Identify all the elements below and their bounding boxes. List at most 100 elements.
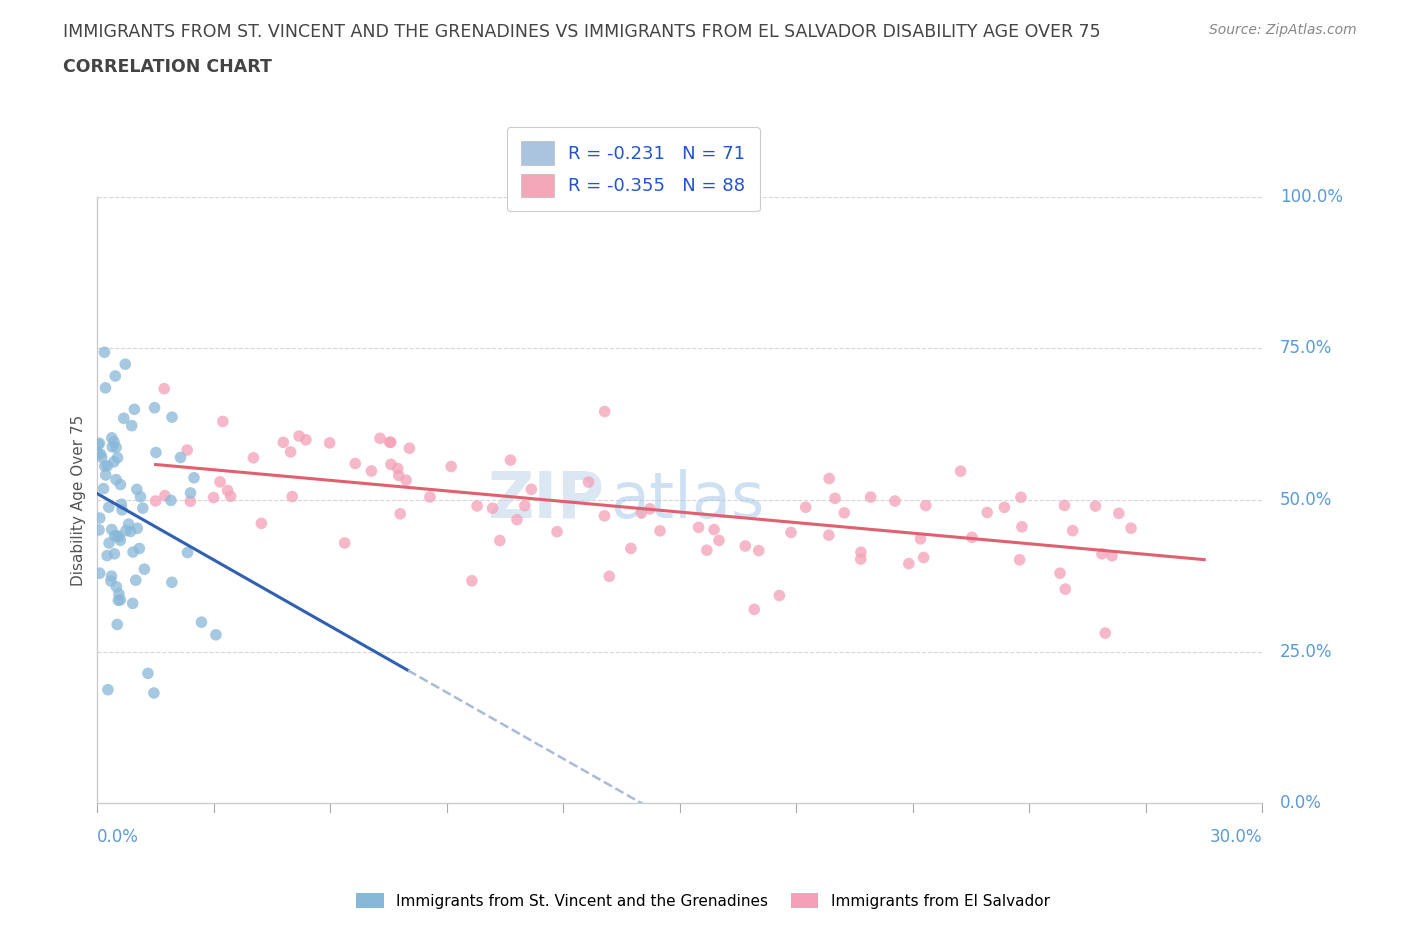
Point <box>897 556 920 571</box>
Point <box>89 565 111 580</box>
Point <box>546 525 568 539</box>
Point <box>513 498 536 513</box>
Point <box>105 617 128 631</box>
Point <box>89 446 111 461</box>
Point <box>87 523 110 538</box>
Point <box>112 411 135 426</box>
Point <box>499 453 522 468</box>
Point <box>108 529 131 544</box>
Text: 50.0%: 50.0% <box>1279 491 1333 509</box>
Point <box>121 596 143 611</box>
Point <box>380 434 402 449</box>
Point <box>368 431 391 445</box>
Point <box>488 533 510 548</box>
Point <box>108 587 131 602</box>
Point <box>333 536 356 551</box>
Point <box>217 483 239 498</box>
Point <box>849 545 872 560</box>
Point <box>104 368 127 383</box>
Point <box>638 501 661 516</box>
Point <box>176 545 198 560</box>
Point <box>1049 565 1071 580</box>
Point <box>111 502 134 517</box>
Point <box>101 431 124 445</box>
Point <box>105 579 128 594</box>
Point <box>688 520 710 535</box>
Point <box>242 450 264 465</box>
Point <box>910 531 932 546</box>
Point <box>125 482 148 497</box>
Point <box>849 551 872 566</box>
Point <box>465 498 488 513</box>
Point <box>520 482 543 497</box>
Point <box>1011 519 1033 534</box>
Point <box>110 477 132 492</box>
Point <box>115 524 138 538</box>
Point <box>142 685 165 700</box>
Point <box>169 450 191 465</box>
Point <box>97 683 120 698</box>
Point <box>280 445 302 459</box>
Point <box>94 468 117 483</box>
Point <box>219 489 242 504</box>
Point <box>1010 490 1032 505</box>
Point <box>1119 521 1142 536</box>
Point <box>818 527 841 542</box>
Point <box>124 402 146 417</box>
Point <box>794 499 817 514</box>
Text: IMMIGRANTS FROM ST. VINCENT AND THE GRENADINES VS IMMIGRANTS FROM EL SALVADOR DI: IMMIGRANTS FROM ST. VINCENT AND THE GREN… <box>63 23 1101 41</box>
Point <box>179 494 201 509</box>
Point <box>506 512 529 527</box>
Point <box>648 524 671 538</box>
Point <box>734 538 756 553</box>
Point <box>419 489 441 504</box>
Point <box>1053 498 1076 512</box>
Point <box>100 569 122 584</box>
Point <box>127 521 149 536</box>
Point <box>103 546 125 561</box>
Text: ZIP: ZIP <box>486 469 605 531</box>
Point <box>117 517 139 532</box>
Point <box>1094 626 1116 641</box>
Point <box>914 498 936 513</box>
Point <box>1008 552 1031 567</box>
Point <box>578 474 600 489</box>
Point <box>93 345 115 360</box>
Point <box>160 410 183 425</box>
Point <box>593 405 616 419</box>
Point <box>105 440 128 455</box>
Y-axis label: Disability Age Over 75: Disability Age Over 75 <box>72 415 86 586</box>
Point <box>145 445 167 460</box>
Point <box>93 481 115 496</box>
Point <box>94 380 117 395</box>
Point <box>295 432 318 447</box>
Point <box>818 472 841 486</box>
Point <box>398 441 420 456</box>
Point <box>160 493 183 508</box>
Text: Source: ZipAtlas.com: Source: ZipAtlas.com <box>1209 23 1357 37</box>
Point <box>318 435 340 450</box>
Point <box>212 414 235 429</box>
Point <box>96 458 118 473</box>
Point <box>107 450 129 465</box>
Point <box>993 500 1015 515</box>
Point <box>120 524 142 538</box>
Point <box>97 499 120 514</box>
Point <box>273 435 295 450</box>
Point <box>598 569 620 584</box>
Point <box>122 545 145 560</box>
Point <box>387 461 409 476</box>
Point <box>620 541 643 556</box>
Point <box>87 437 110 452</box>
Point <box>100 522 122 537</box>
Point <box>103 434 125 449</box>
Point <box>125 573 148 588</box>
Point <box>976 505 998 520</box>
Point <box>107 593 129 608</box>
Point <box>912 550 935 565</box>
Point <box>378 434 401 449</box>
Point <box>748 543 770 558</box>
Point <box>1054 581 1077 596</box>
Point <box>696 543 718 558</box>
Point <box>160 575 183 590</box>
